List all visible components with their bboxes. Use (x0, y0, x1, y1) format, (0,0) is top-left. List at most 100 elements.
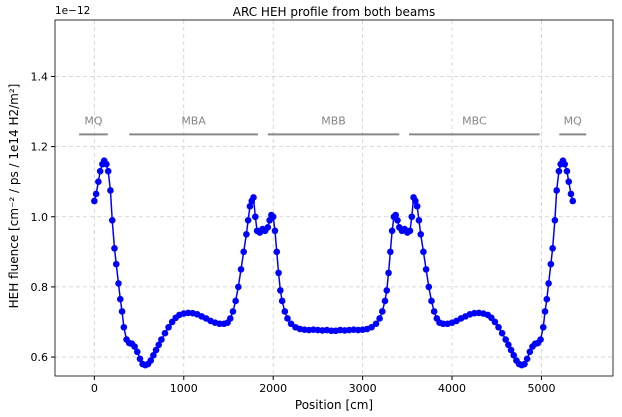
data-point (165, 323, 172, 331)
data-point (388, 227, 396, 235)
data-point (243, 231, 250, 238)
data-point (545, 280, 552, 287)
region-label: MQ (84, 114, 102, 127)
data-point (567, 190, 575, 198)
y-tick-label: 1.2 (31, 141, 49, 154)
region-label: MBB (321, 114, 346, 127)
plot-frame (54, 19, 614, 377)
data-point (237, 266, 245, 273)
data-point (537, 336, 544, 343)
y-axis-label: HEH fluence [cm⁻² / ps / 1e14 H2/m²] (7, 84, 21, 309)
data-point (430, 308, 438, 315)
data-point (521, 360, 528, 368)
x-tick-label: 1000 (170, 382, 198, 395)
data-point (91, 197, 98, 205)
data-point (547, 260, 555, 268)
data-point (278, 297, 286, 305)
data-point (158, 336, 165, 343)
data-point (523, 355, 531, 363)
x-axis-label: Position [cm] (295, 398, 373, 412)
data-point (406, 227, 414, 235)
data-point (425, 283, 433, 291)
data-point (387, 248, 394, 256)
y-offset-text: 1e−12 (55, 5, 90, 17)
data-point (565, 178, 573, 185)
data-point (541, 308, 549, 315)
data-point (107, 187, 114, 194)
x-tick-label: 2000 (259, 382, 287, 395)
data-point (543, 295, 551, 303)
data-point (118, 308, 126, 315)
data-point (246, 202, 254, 210)
data-point (491, 318, 499, 326)
region-label: MBA (181, 114, 206, 127)
data-point (273, 248, 281, 256)
data-point (413, 202, 421, 210)
data-point (240, 248, 247, 256)
data-point (378, 308, 386, 315)
data-point (510, 352, 518, 359)
data-point (226, 315, 234, 322)
data-point (133, 348, 141, 356)
data-point (376, 315, 383, 322)
data-point (381, 297, 389, 305)
y-tick-label: 0.6 (31, 351, 49, 364)
data-point (417, 231, 425, 238)
data-point (415, 216, 423, 224)
data-point (104, 167, 112, 175)
data-point (383, 287, 391, 294)
x-tick-label: 4000 (438, 382, 466, 395)
data-point (112, 260, 120, 268)
data-point (555, 167, 563, 175)
data-point (92, 190, 100, 198)
data-point (136, 355, 144, 363)
data-point (161, 329, 169, 337)
y-tick-label: 1.0 (31, 211, 49, 224)
data-point (252, 213, 259, 221)
data-point (498, 329, 506, 337)
data-point (502, 336, 509, 343)
data-point (428, 297, 435, 305)
data-point (368, 323, 375, 331)
chart-title: ARC HEH profile from both beams (233, 5, 435, 19)
data-point (526, 348, 534, 356)
data-point (420, 248, 427, 256)
data-point (561, 160, 569, 168)
data-point (235, 283, 242, 291)
data-point (250, 194, 257, 201)
data-point (281, 308, 289, 315)
data-point (147, 357, 154, 364)
y-tick-label: 1.4 (31, 70, 49, 83)
data-point (507, 346, 515, 354)
data-point (131, 343, 138, 350)
data-point (394, 216, 401, 224)
data-point (505, 341, 512, 349)
data-point (95, 178, 102, 185)
data-point (155, 341, 163, 349)
data-point (96, 167, 104, 175)
data-point (111, 245, 118, 252)
data-point (277, 287, 284, 294)
x-tick-label: 0 (91, 382, 98, 395)
data-point (116, 295, 124, 303)
data-point (408, 213, 416, 221)
data-point (150, 352, 157, 359)
data-point (115, 280, 122, 287)
data-point (232, 297, 239, 305)
data-point (271, 227, 279, 235)
region-label: MQ (564, 114, 582, 127)
data-point (551, 216, 559, 224)
data-point (372, 320, 380, 328)
data-point (563, 167, 571, 175)
x-tick-label: 5000 (527, 382, 555, 395)
data-point (269, 213, 277, 221)
data-point (495, 323, 502, 331)
data-point (244, 216, 252, 224)
data-point (539, 323, 547, 331)
data-point (275, 269, 282, 277)
data-point (264, 223, 272, 231)
data-point (392, 211, 400, 219)
data-point (422, 266, 430, 273)
